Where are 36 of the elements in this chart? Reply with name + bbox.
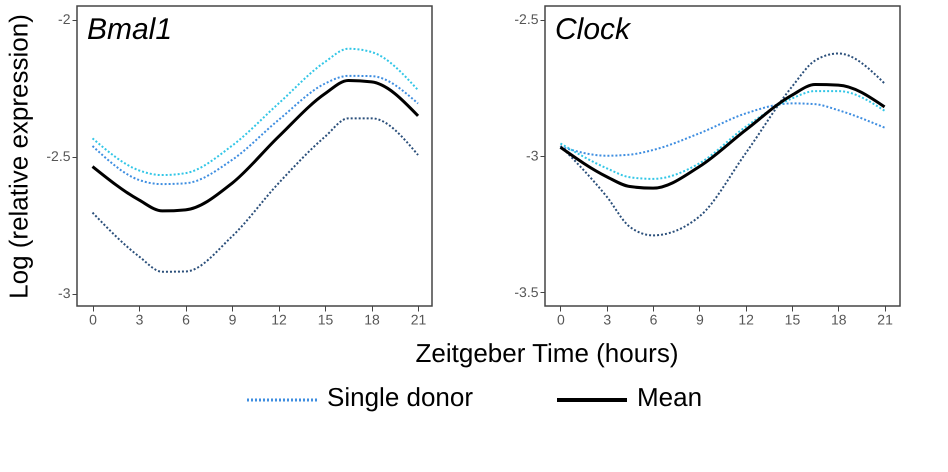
x-tick-label: 3 <box>603 312 612 328</box>
x-tick-label: 21 <box>410 312 427 328</box>
line-series <box>559 90 886 180</box>
line-series <box>92 48 420 176</box>
x-tick-label: 9 <box>228 312 237 328</box>
y-tick-label: -2.5 <box>46 148 71 164</box>
y-tick-label: -3 <box>526 148 539 164</box>
legend-label: Single donor <box>327 382 474 412</box>
x-tick-label: 18 <box>364 312 380 328</box>
x-tick-label: 15 <box>784 312 800 328</box>
line-series <box>559 102 886 157</box>
x-axis-title: Zeitgeber Time (hours) <box>416 338 678 368</box>
x-tick-label: 18 <box>830 312 847 328</box>
x-tick-label: 6 <box>182 312 190 328</box>
x-tick-label: 6 <box>650 312 658 328</box>
line-series <box>558 83 886 190</box>
line-series <box>92 74 420 186</box>
x-tick-label: 3 <box>136 312 144 328</box>
y-tick-label: -2.5 <box>514 11 539 28</box>
x-tick-label: 12 <box>738 312 754 328</box>
x-tick-label: 15 <box>318 312 334 328</box>
x-tick-label: 21 <box>877 312 894 328</box>
line-series <box>92 117 420 273</box>
chart-title: Bmal1 <box>87 13 172 46</box>
y-tick-label: -3.5 <box>514 284 539 300</box>
y-axis-title: Log (relative expression) <box>3 14 34 299</box>
x-tick-label: 9 <box>696 312 704 328</box>
chart-title: Clock <box>555 13 632 46</box>
line-series <box>559 52 886 236</box>
y-tick-label: -3 <box>58 285 71 302</box>
line-series <box>91 79 420 212</box>
legend-label: Mean <box>637 382 702 412</box>
x-tick-label: 12 <box>271 312 288 328</box>
x-tick-label: 0 <box>89 312 98 328</box>
x-tick-label: 0 <box>557 312 566 328</box>
y-tick-label: -2 <box>58 11 71 28</box>
